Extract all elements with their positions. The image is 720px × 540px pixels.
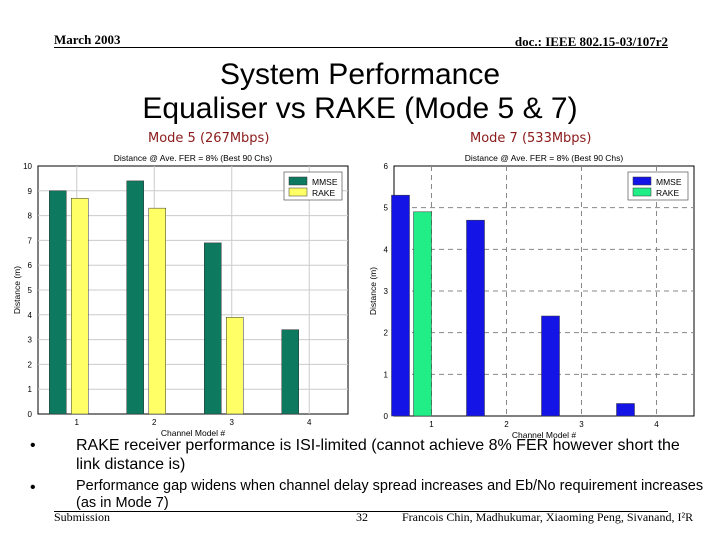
- header-doc-id: doc.: IEEE 802.15-03/107r2: [514, 34, 668, 49]
- title-line-2: Equaliser vs RAKE (Mode 5 & 7): [142, 92, 578, 125]
- chart1-title: Distance @ Ave. FER = 8% (Best 90 Chs): [114, 153, 273, 163]
- chart2-legend-swatch: [632, 176, 652, 186]
- chart2-x-tick-label: 4: [654, 420, 659, 429]
- chart2-x-tick-label: 3: [579, 420, 584, 429]
- chart1-bar-rake: [226, 317, 244, 415]
- chart2-x-tick-label: 1: [429, 420, 434, 429]
- chart1-y-tick-label: 4: [28, 311, 33, 320]
- chart1-bar-mmse: [49, 190, 67, 415]
- chart1-y-tick-label: 3: [28, 336, 33, 345]
- chart1-bar-rake: [71, 197, 89, 415]
- mode-7-chart: 0 1 2 3 4 5 6 1 2 3 4 Distance @ Ave. FER = 8% (Bes…: [368, 153, 695, 438]
- chart2-legend-swatch: [632, 187, 652, 197]
- chart1-y-axis-label: Distance (m): [12, 266, 22, 314]
- chart2-bar-mmse: [466, 219, 485, 417]
- chart1-bar-rake: [148, 207, 166, 415]
- chart2-y-tick-label: 0: [384, 412, 389, 421]
- chart2-y-tick-label: 1: [384, 370, 389, 379]
- chart1-x-tick-label: 3: [230, 418, 235, 427]
- chart2-x-tick-label: 2: [504, 420, 509, 429]
- chart1-y-tick-label: 9: [28, 187, 33, 196]
- chart1-legend-swatch: [288, 187, 308, 197]
- chart2-y-tick-label: 4: [384, 245, 389, 254]
- chart2-legend-label: RAKE: [656, 188, 679, 198]
- chart2-legend-label: MMSE: [656, 177, 682, 187]
- chart1-legend-swatch: [288, 176, 308, 186]
- chart2-y-tick-label: 5: [384, 204, 389, 213]
- chart1-y-tick-label: 5: [28, 286, 33, 295]
- chart2-y-tick-label: 2: [384, 329, 389, 338]
- bullet-text-2: Performance gap widens when channel dela…: [76, 478, 704, 511]
- chart2-bar-mmse: [391, 194, 410, 417]
- chart2-title: Distance @ Ave. FER = 8% (Best 90 Chs): [465, 153, 624, 163]
- header-divider: [54, 47, 668, 48]
- slide-title: System Performance Equaliser vs RAKE (Mo…: [0, 58, 720, 126]
- chart2-y-axis-label: Distance (m): [368, 267, 378, 315]
- bullet-text-1: RAKE receiver performance is ISI-limited…: [76, 437, 680, 473]
- chart1-x-tick-label: 4: [307, 418, 312, 427]
- title-line-1: System Performance: [219, 58, 501, 91]
- chart1-y-tick-label: 7: [28, 236, 33, 245]
- chart1-x-axis-label: Channel Model #: [161, 428, 226, 438]
- chart2-bar-rake: [413, 211, 432, 417]
- chart2-bar-mmse: [541, 315, 560, 417]
- chart1-legend-label: RAKE: [312, 188, 335, 198]
- chart1-x-tick-label: 2: [152, 418, 157, 427]
- footer-submission: Submission: [54, 510, 111, 524]
- chart1-bar-mmse: [126, 180, 144, 415]
- footer-authors: Francois Chin, Madhukumar, Xiaoming Peng…: [402, 510, 694, 524]
- chart1-legend-label: MMSE: [312, 177, 338, 187]
- chart1-y-tick-label: 8: [28, 212, 33, 221]
- mode-5-chart: 0 1 2 3 4 5 6 7 8 9 10 1 2 3 4 Distance @ Ave. FER = 8%…: [12, 153, 349, 438]
- chart1-y-tick-label: 2: [28, 360, 33, 369]
- header-date: March 2003: [54, 32, 121, 47]
- chart2-y-tick-label: 3: [384, 287, 389, 296]
- mode-5-label: Mode 5 (267Mbps): [148, 131, 270, 146]
- footer-divider: [54, 511, 668, 512]
- chart1-x-tick-label: 1: [75, 418, 80, 427]
- chart2-x-axis-label: Channel Model #: [512, 430, 577, 438]
- chart1-y-tick-label: 0: [28, 410, 33, 419]
- bullet-marker: •: [30, 479, 36, 496]
- chart2-bar-mmse: [616, 403, 635, 417]
- chart1-y-tick-label: 1: [28, 385, 33, 394]
- chart1-bar-mmse: [204, 242, 222, 415]
- chart1-y-tick-label: 6: [28, 261, 33, 270]
- bullet-marker: •: [30, 437, 36, 454]
- mode-7-label: Mode 7 (533Mbps): [470, 131, 592, 146]
- chart2-y-tick-label: 6: [384, 162, 389, 171]
- chart1-y-tick-label: 10: [23, 162, 32, 171]
- footer-page-number: 32: [356, 510, 368, 524]
- chart1-bar-mmse: [281, 329, 299, 415]
